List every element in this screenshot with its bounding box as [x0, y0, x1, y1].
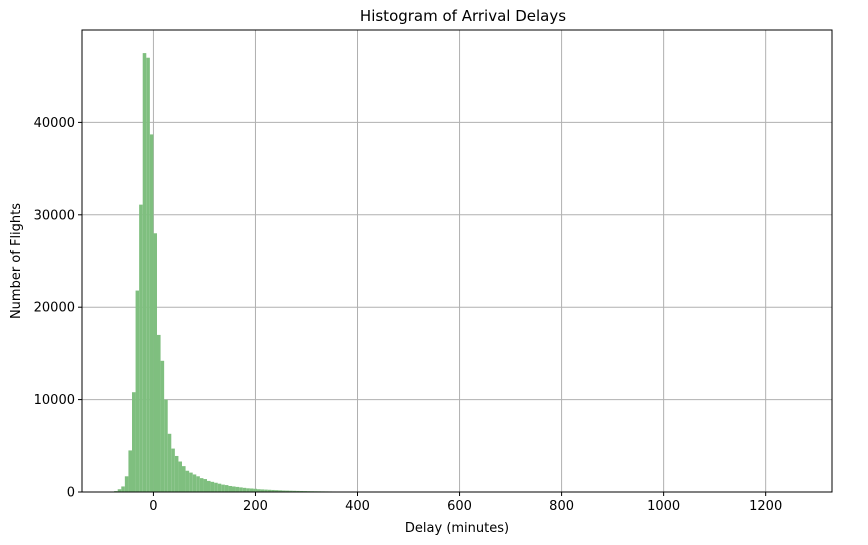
histogram-bar [267, 489, 272, 492]
histogram-bar [199, 478, 204, 492]
histogram-bar [289, 490, 293, 492]
histogram-bar [224, 485, 229, 492]
histogram-bar [167, 433, 172, 492]
histogram-bar [274, 490, 279, 492]
histogram-bar [124, 476, 129, 492]
histogram-bar [157, 334, 161, 492]
histogram-bar [221, 484, 225, 492]
histogram-bar [271, 489, 275, 492]
histogram-bar [217, 483, 222, 492]
histogram-bar [132, 392, 136, 492]
y-tick-label: 40000 [34, 116, 75, 131]
histogram-bar [282, 490, 286, 492]
histogram-bar [253, 488, 257, 492]
histogram-bar [182, 466, 186, 492]
histogram-bar [164, 399, 168, 492]
histogram-bar [196, 476, 200, 492]
histogram-bar [235, 486, 240, 492]
y-tick-label: 20000 [34, 301, 75, 316]
y-axis-ticks: 0 10000 20000 30000 40000 [34, 116, 82, 501]
histogram-bar [232, 486, 236, 492]
histogram-bar [257, 489, 261, 492]
histogram-bar [278, 490, 282, 492]
histogram-bar [160, 360, 165, 492]
y-axis-title: Number of Flights [9, 203, 24, 319]
histogram-bar [117, 489, 122, 492]
histogram-bar [264, 489, 268, 492]
x-tick-label: 400 [345, 499, 370, 514]
histogram-bars [114, 53, 336, 493]
histogram-bar [203, 479, 207, 492]
histogram-bar [178, 461, 182, 492]
y-tick-label: 0 [67, 486, 75, 501]
x-axis-title: Delay (minutes) [405, 521, 509, 536]
x-tick-label: 1200 [749, 499, 782, 514]
histogram-bar [189, 472, 193, 492]
y-tick-label: 10000 [34, 393, 75, 408]
histogram-bar [128, 450, 132, 492]
histogram-bar [242, 487, 247, 492]
histogram-bar [142, 53, 147, 492]
histogram-bar [228, 485, 232, 492]
plot-frame [81, 29, 833, 493]
histogram-bar [214, 482, 218, 492]
histogram-bar [135, 290, 140, 492]
histogram-bar [174, 455, 179, 492]
histogram-bar [207, 480, 211, 492]
histogram-bar [249, 488, 254, 492]
x-tick-label: 200 [243, 499, 268, 514]
histogram-bar [285, 490, 290, 492]
chart-title: Histogram of Arrival Delays [360, 7, 566, 25]
histogram-bar [210, 481, 215, 492]
histogram-bar [299, 490, 304, 492]
histogram-bar [292, 490, 297, 492]
histogram-bar [185, 470, 190, 492]
histogram-bar [171, 448, 175, 492]
histogram-bar [153, 233, 157, 492]
histogram-bar [121, 486, 125, 492]
histogram-bar [260, 489, 265, 492]
histogram-bar [139, 204, 143, 493]
x-axis-ticks: 0 200 400 600 800 1000 1200 [149, 492, 782, 514]
histogram-bar [146, 57, 150, 492]
histogram-bar [239, 487, 243, 492]
x-tick-label: 1000 [647, 499, 680, 514]
histogram-bar [149, 134, 154, 493]
x-tick-label: 600 [447, 499, 472, 514]
histogram-bar [246, 488, 250, 492]
histogram-bar [192, 474, 197, 492]
x-tick-label: 0 [149, 499, 157, 514]
y-tick-label: 30000 [34, 208, 75, 223]
x-tick-label: 800 [549, 499, 574, 514]
histogram-bar [296, 490, 300, 492]
